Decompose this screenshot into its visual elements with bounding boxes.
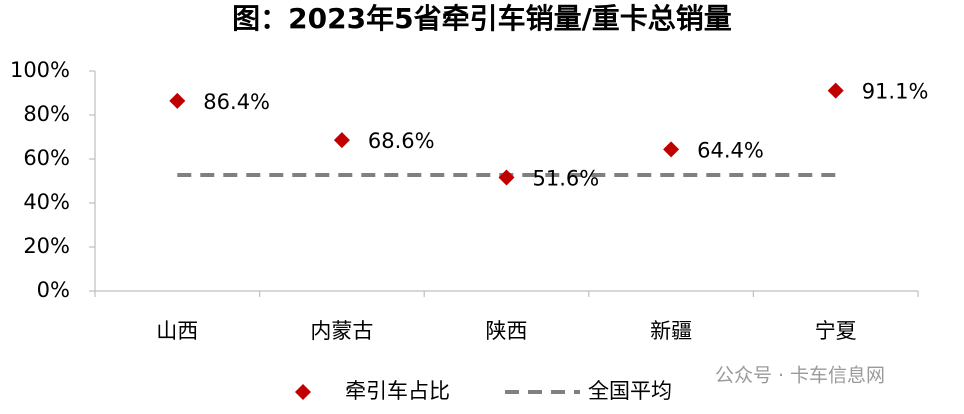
point [169,92,186,109]
y-tick-label: 0% [37,278,70,302]
legend-label: 牵引车占比 [345,379,450,403]
y-tick-label: 100% [10,58,70,82]
data-label: 51.6% [533,166,600,190]
x-tick-label: 宁夏 [815,319,857,343]
y-tick-label: 40% [23,190,70,214]
x-tick-label: 内蒙古 [310,319,373,343]
point [827,82,844,99]
chart-title: 图：2023年5省牵引车销量/重卡总销量 [232,2,732,35]
data-label: 64.4% [697,138,764,162]
legend-marker [295,384,311,400]
x-tick-label: 山西 [156,319,198,343]
x-tick-label: 新疆 [650,319,692,343]
legend-label: 全国平均 [588,379,672,403]
y-tick-label: 80% [23,102,70,126]
x-tick-label: 陕西 [486,319,528,343]
data-label: 86.4% [203,90,270,114]
point [333,132,350,149]
data-label: 68.6% [368,129,435,153]
data-label: 91.1% [862,80,929,104]
point [663,141,680,158]
y-tick-label: 20% [23,234,70,258]
watermark: 公众号 · 卡车信息网 [715,365,885,387]
point [498,169,515,186]
y-tick-label: 60% [23,146,70,170]
